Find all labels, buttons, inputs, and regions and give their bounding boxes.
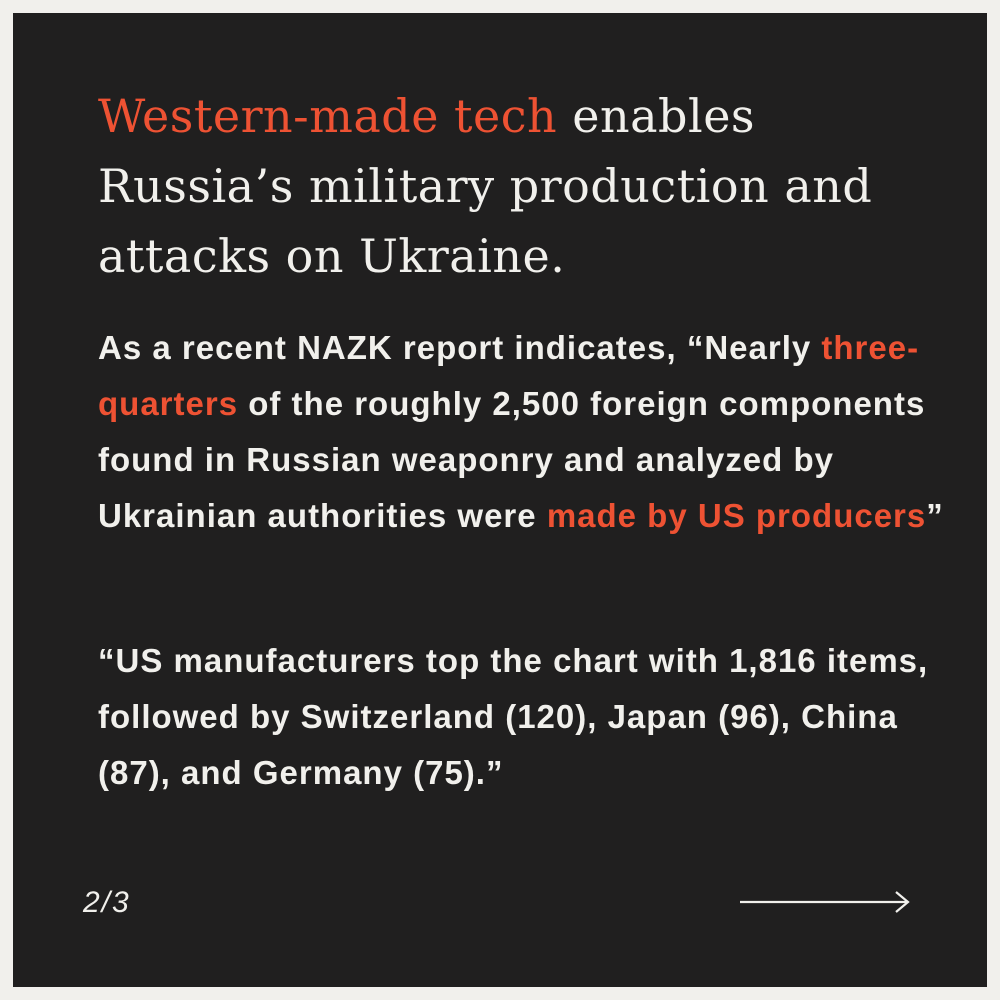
quote1-accent-three-quarters: three-quarters (98, 329, 920, 422)
quote1-accent-us-producers: made by US producers (546, 497, 927, 534)
page-indicator: 2/3 (83, 886, 131, 919)
quote-paragraph-1: As a recent NAZK report indicates, “Near… (98, 320, 958, 544)
headline: Western-made tech enables Russia’s milit… (98, 81, 938, 291)
quote1-part2: of the roughly 2,500 foreign components … (98, 385, 926, 534)
quote-paragraph-2: “US manufacturers top the chart with 1,8… (98, 642, 929, 791)
arrow-right-svg (740, 891, 910, 913)
headline-rest: enables Russia’s military production and… (98, 89, 873, 283)
quote1-part3: ” (926, 497, 944, 534)
slide-card: Western-made tech enables Russia’s milit… (13, 13, 987, 987)
arrow-right-icon[interactable] (740, 890, 910, 914)
quote1-part1: As a recent NAZK report indicates, “Near… (98, 329, 822, 366)
headline-accent: Western-made tech (98, 89, 558, 143)
